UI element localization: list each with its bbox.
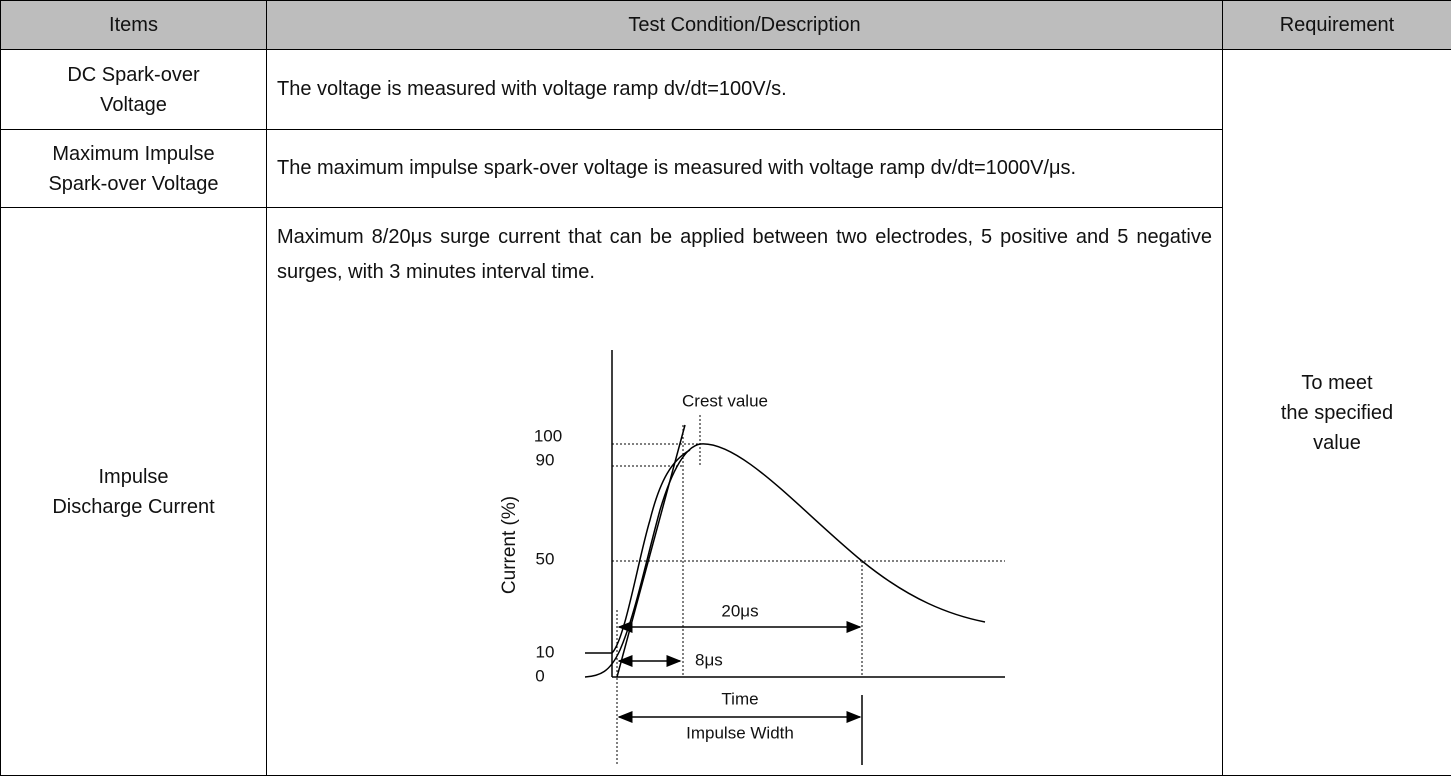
level-label: 10	[536, 642, 555, 661]
current-curve	[585, 444, 985, 677]
level-label: 50	[536, 549, 555, 568]
level-label: 0	[535, 666, 544, 685]
impulse-label: Impulse Width	[686, 723, 794, 742]
y-axis-label: Current (%)	[499, 496, 520, 594]
level-label: 90	[536, 450, 555, 469]
width-label: 20μs	[721, 601, 758, 620]
rise-label: 8μs	[695, 650, 723, 669]
level-label: 100	[534, 426, 562, 445]
crest-label: Crest value	[682, 391, 768, 410]
x-axis-label: Time	[721, 689, 758, 708]
rise-line	[617, 425, 685, 677]
